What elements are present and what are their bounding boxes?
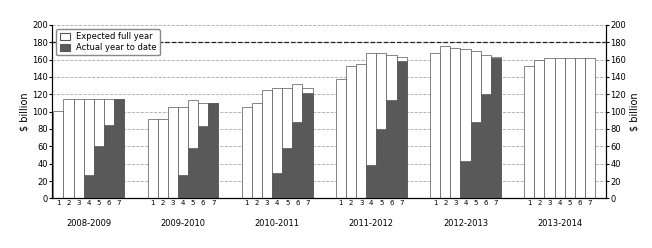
Bar: [366, 165, 376, 198]
Bar: [198, 126, 208, 198]
Bar: [303, 88, 312, 198]
Bar: [198, 103, 208, 198]
Bar: [178, 107, 188, 198]
Bar: [575, 58, 585, 198]
Bar: [356, 64, 366, 198]
Text: 2010-2011: 2010-2011: [255, 219, 300, 228]
Bar: [208, 103, 218, 198]
Bar: [346, 66, 356, 198]
Bar: [158, 119, 168, 198]
Bar: [471, 51, 481, 198]
Bar: [282, 148, 292, 198]
Bar: [387, 55, 396, 198]
Bar: [376, 54, 387, 198]
Bar: [53, 111, 63, 198]
Bar: [460, 161, 471, 198]
Bar: [471, 122, 481, 198]
Bar: [481, 55, 491, 198]
Legend: Expected full year, Actual year to date: Expected full year, Actual year to date: [56, 29, 160, 55]
Bar: [585, 58, 595, 198]
Bar: [535, 60, 544, 198]
Bar: [481, 94, 491, 198]
Bar: [188, 100, 198, 198]
Text: 2009-2010: 2009-2010: [160, 219, 205, 228]
Bar: [252, 103, 262, 198]
Bar: [104, 98, 114, 198]
Bar: [491, 57, 501, 198]
Y-axis label: $ billion: $ billion: [629, 92, 639, 131]
Text: 2008-2009: 2008-2009: [67, 219, 111, 228]
Bar: [208, 103, 218, 198]
Bar: [114, 98, 124, 198]
Bar: [114, 98, 124, 198]
Bar: [366, 54, 376, 198]
Bar: [188, 148, 198, 198]
Text: 2013-2014: 2013-2014: [537, 219, 582, 228]
Text: 2011-2012: 2011-2012: [349, 219, 394, 228]
Bar: [376, 129, 387, 198]
Bar: [565, 58, 575, 198]
Bar: [555, 58, 565, 198]
Bar: [147, 119, 158, 198]
Bar: [272, 173, 282, 198]
Bar: [272, 88, 282, 198]
Bar: [292, 122, 303, 198]
Y-axis label: $ billion: $ billion: [20, 92, 29, 131]
Bar: [387, 100, 396, 198]
Bar: [396, 57, 407, 198]
Bar: [168, 107, 178, 198]
Bar: [544, 58, 555, 198]
Bar: [451, 48, 460, 198]
Bar: [94, 146, 104, 198]
Bar: [74, 98, 83, 198]
Text: 2012-2013: 2012-2013: [443, 219, 488, 228]
Bar: [303, 93, 312, 198]
Bar: [491, 58, 501, 198]
Bar: [336, 79, 346, 198]
Bar: [396, 61, 407, 198]
Bar: [104, 124, 114, 198]
Bar: [178, 175, 188, 198]
Bar: [292, 84, 303, 198]
Bar: [242, 107, 252, 198]
Bar: [262, 90, 272, 198]
Bar: [83, 98, 94, 198]
Bar: [63, 98, 74, 198]
Bar: [282, 88, 292, 198]
Bar: [460, 49, 471, 198]
Bar: [440, 46, 451, 198]
Bar: [524, 66, 535, 198]
Bar: [94, 98, 104, 198]
Bar: [430, 53, 440, 198]
Bar: [83, 175, 94, 198]
